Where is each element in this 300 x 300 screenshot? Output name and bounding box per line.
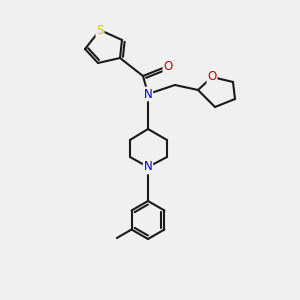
Text: N: N: [144, 88, 152, 100]
Text: O: O: [207, 70, 217, 83]
Text: S: S: [96, 23, 104, 37]
Text: O: O: [164, 59, 172, 73]
Text: N: N: [144, 160, 152, 173]
